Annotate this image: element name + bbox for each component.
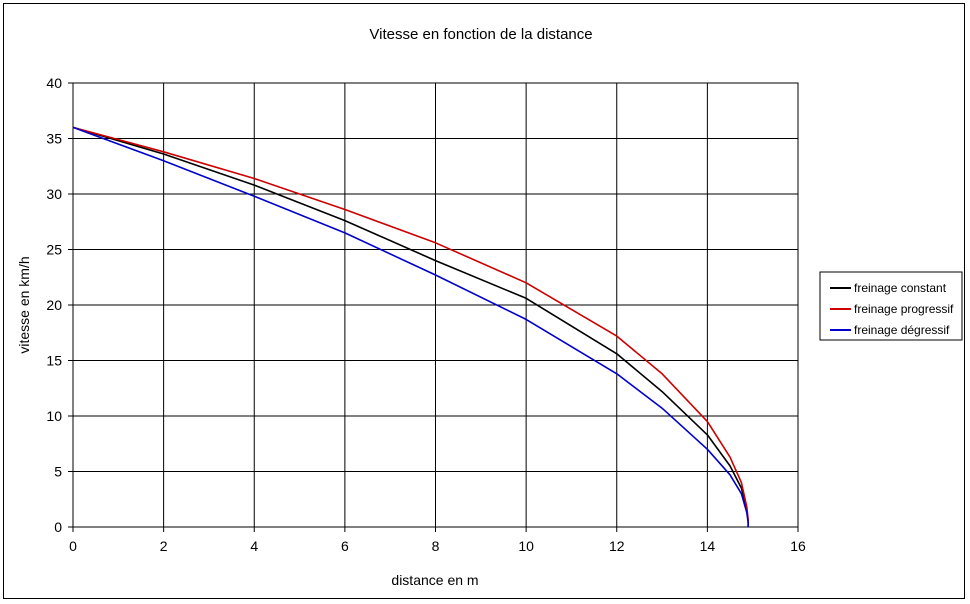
grid-lines bbox=[73, 83, 798, 527]
legend-label: freinage progressif bbox=[854, 302, 954, 316]
y-tick-labels: 0 5 10 15 20 25 30 35 40 bbox=[46, 75, 73, 535]
chart-frame: Vitesse en fonction de la distance 0 2 4 6 8… bbox=[3, 3, 965, 599]
x-tick-label: 6 bbox=[341, 538, 349, 554]
x-tick-labels: 0 2 4 6 8 10 12 14 16 bbox=[69, 527, 806, 554]
x-tick-label: 12 bbox=[609, 538, 625, 554]
series-line-3 bbox=[72, 126, 750, 527]
y-tick-label: 10 bbox=[46, 408, 62, 424]
y-tick-label: 25 bbox=[46, 242, 62, 258]
y-tick-label: 5 bbox=[54, 464, 62, 480]
chart-title: Vitesse en fonction de la distance bbox=[369, 26, 592, 43]
series-layer bbox=[72, 126, 750, 527]
x-tick-label: 4 bbox=[250, 538, 258, 554]
chart: Vitesse en fonction de la distance 0 2 4 6 8… bbox=[16, 26, 963, 588]
x-tick-label: 14 bbox=[700, 538, 716, 554]
x-tick-label: 8 bbox=[432, 538, 440, 554]
legend-label: freinage constant bbox=[854, 281, 947, 295]
y-tick-label: 0 bbox=[54, 519, 62, 535]
legend: freinage constant freinage progressif frei… bbox=[819, 271, 963, 341]
y-tick-label: 40 bbox=[46, 75, 62, 91]
y-tick-label: 20 bbox=[46, 297, 62, 313]
x-tick-label: 0 bbox=[69, 538, 77, 554]
legend-box bbox=[819, 271, 963, 341]
x-tick-label: 2 bbox=[160, 538, 168, 554]
y-tick-label: 30 bbox=[46, 186, 62, 202]
x-axis-title: distance en m bbox=[391, 572, 478, 588]
x-tick-label: 16 bbox=[790, 538, 806, 554]
legend-label: freinage dégressif bbox=[854, 323, 950, 337]
x-tick-label: 10 bbox=[518, 538, 534, 554]
series-line-2 bbox=[72, 126, 750, 527]
y-tick-label: 35 bbox=[46, 131, 62, 147]
y-tick-label: 15 bbox=[46, 353, 62, 369]
y-axis-title: vitesse en km/h bbox=[16, 256, 32, 353]
